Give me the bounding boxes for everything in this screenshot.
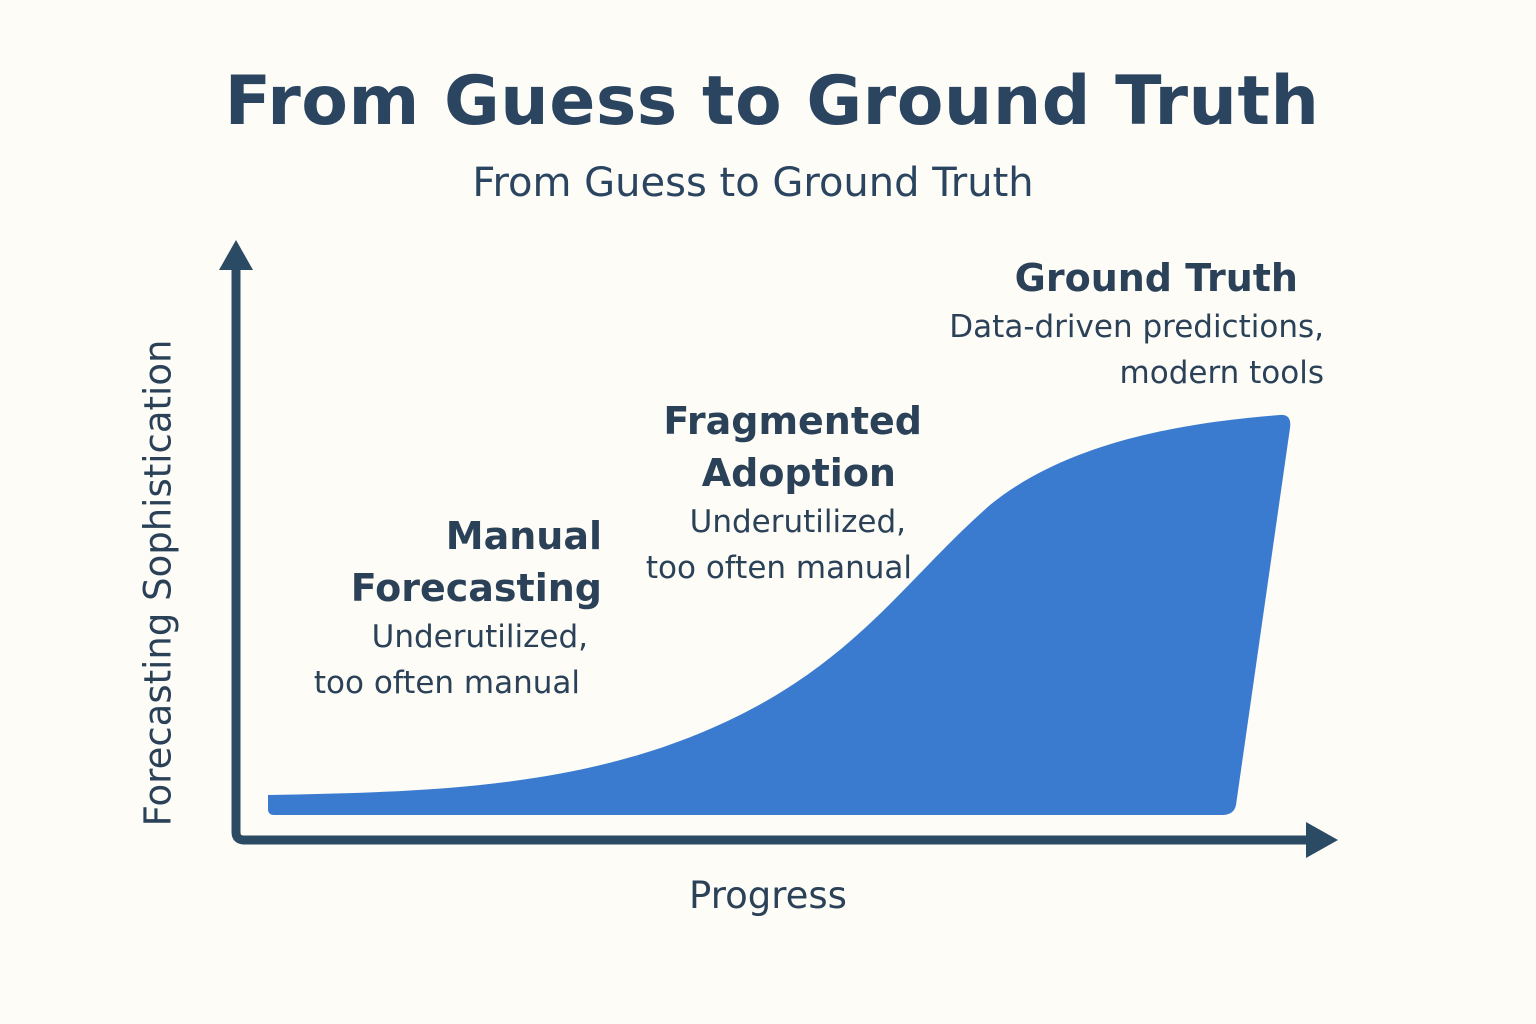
y-axis-arrow-icon (219, 240, 253, 270)
stage-fragmented-adoption: Fragmented Adoption Underutilized, too o… (646, 395, 922, 591)
stage-title: Ground Truth (1014, 256, 1298, 300)
stage-description: Underutilized, (689, 504, 906, 540)
stage-description: Data-driven predictions, (949, 309, 1324, 345)
page-subtitle: From Guess to Ground Truth (472, 160, 1034, 206)
y-axis-label: Forecasting Sophistication (136, 339, 180, 827)
stage-description: modern tools (1119, 355, 1324, 391)
stage-ground-truth: Ground Truth Data-driven predictions, mo… (949, 252, 1324, 396)
x-axis-arrow-icon (1306, 822, 1338, 858)
y-axis-line (231, 262, 1312, 845)
stage-title: Manual (445, 514, 602, 558)
stage-title: Adoption (701, 451, 896, 495)
x-axis-label: Progress (689, 874, 847, 917)
stage-description: too often manual (313, 665, 580, 701)
stage-description: Underutilized, (371, 619, 588, 655)
growth-curve-area (268, 414, 1291, 815)
stage-description: too often manual (645, 550, 912, 586)
stage-title: Forecasting (350, 566, 602, 610)
page-title: From Guess to Ground Truth (224, 62, 1320, 141)
stage-title: Fragmented (663, 399, 922, 443)
stage-manual-forecasting: Manual Forecasting Underutilized, too of… (314, 510, 602, 706)
